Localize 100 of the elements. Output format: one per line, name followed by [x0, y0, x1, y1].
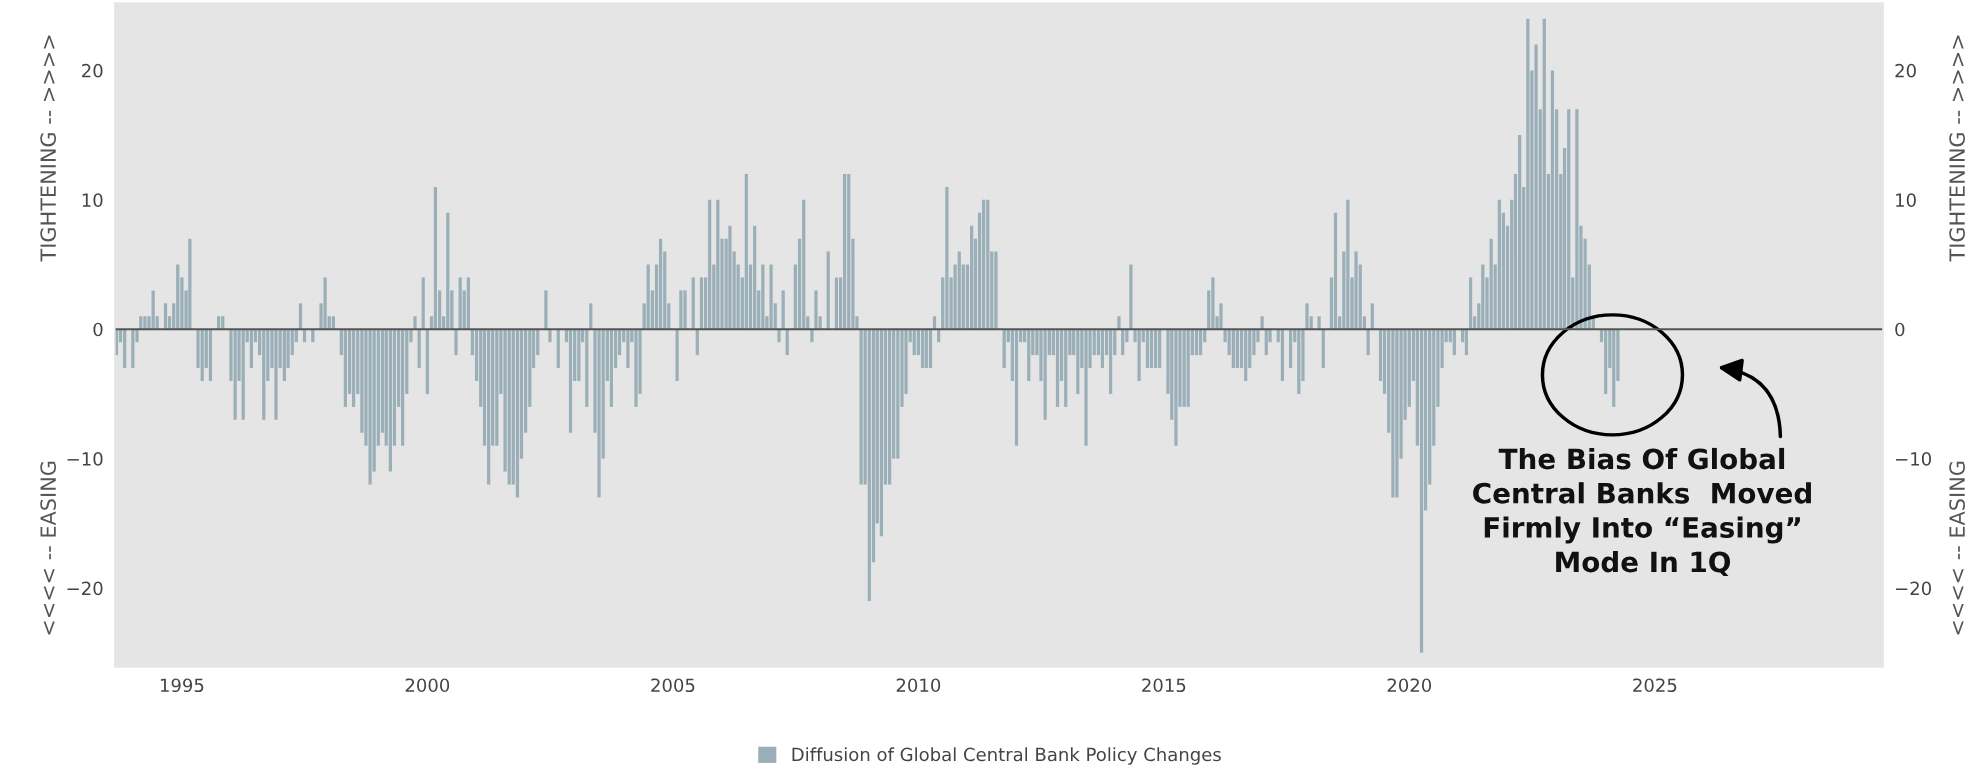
bar [1346, 199, 1350, 330]
bar [568, 329, 573, 433]
bar [1198, 329, 1203, 356]
bar [487, 329, 491, 485]
bar [131, 329, 135, 369]
bar [123, 329, 127, 369]
bar [834, 277, 839, 330]
bar [658, 238, 663, 330]
bar [249, 329, 254, 369]
bar [1489, 238, 1493, 330]
bar [1260, 316, 1264, 330]
bar [458, 277, 462, 330]
bar [151, 290, 155, 330]
bar [1100, 329, 1105, 369]
bar [262, 329, 266, 420]
bar [1333, 212, 1338, 330]
x-tick-label: 2010 [896, 678, 941, 693]
bar [1604, 329, 1608, 394]
y-tick-label: 10 [82, 193, 103, 207]
bar [1305, 303, 1309, 330]
bar [1542, 18, 1546, 330]
bar [802, 199, 806, 330]
bar [176, 264, 180, 330]
bar [769, 264, 773, 330]
bar [1055, 329, 1060, 407]
x-tick-label: 2005 [651, 678, 695, 693]
bar [446, 212, 450, 330]
bar [1231, 329, 1235, 369]
bar [1244, 329, 1248, 381]
bar [188, 238, 192, 330]
bar [679, 290, 683, 330]
bar [1280, 329, 1285, 381]
x-tick-label: 2020 [1387, 678, 1432, 693]
bar [556, 329, 560, 369]
bar [859, 329, 863, 485]
bar [1211, 277, 1215, 330]
bar [691, 277, 695, 330]
x-tick-label: 2025 [1633, 678, 1677, 693]
bar [1497, 199, 1501, 330]
bar [507, 329, 511, 485]
y2-tick-label: 10 [1896, 193, 1916, 207]
bar [1526, 18, 1530, 330]
bar [708, 199, 712, 330]
bar [417, 329, 421, 369]
y-tick-label: 20 [82, 63, 103, 78]
bar [323, 277, 327, 330]
bar [1297, 329, 1301, 394]
bar [597, 329, 601, 498]
bar [466, 277, 470, 330]
bar [716, 199, 720, 330]
x-tick-label: 1995 [160, 678, 204, 693]
bar [163, 303, 168, 330]
bar [143, 316, 147, 330]
bar [1014, 329, 1019, 446]
bar [981, 199, 986, 330]
bar [994, 251, 998, 330]
bar [842, 173, 847, 330]
bar [298, 303, 303, 330]
bar [208, 329, 213, 381]
bar [1464, 329, 1469, 356]
bar [1612, 329, 1616, 407]
bar [1395, 329, 1399, 498]
bar [1264, 329, 1268, 356]
bar [777, 329, 781, 343]
bar [421, 277, 425, 330]
bar [1452, 329, 1456, 356]
bar [1370, 303, 1374, 330]
bar [548, 329, 552, 343]
bar [200, 329, 204, 381]
bar [1235, 329, 1239, 369]
bar [1219, 303, 1223, 330]
bar [826, 251, 830, 330]
bar [1391, 329, 1395, 498]
bar [634, 329, 638, 407]
bar [1137, 329, 1141, 381]
bar [1064, 329, 1068, 407]
bar [1076, 329, 1080, 394]
bar [1194, 329, 1199, 356]
bar [343, 329, 347, 407]
bar [1317, 316, 1321, 330]
bar [888, 329, 892, 485]
bar [970, 225, 974, 330]
bar [413, 316, 417, 330]
bar [1174, 329, 1178, 446]
bar [114, 329, 119, 356]
bar [544, 290, 548, 330]
y2-tick-label: −20 [1896, 581, 1931, 596]
y-tick-label: 0 [93, 322, 103, 337]
bar [1567, 109, 1571, 330]
bar [577, 329, 581, 381]
bar [609, 329, 613, 407]
bar [515, 329, 520, 498]
bar [233, 329, 237, 420]
bar [924, 329, 928, 369]
bar [1149, 329, 1154, 369]
bar [1129, 264, 1133, 330]
bar [1182, 329, 1186, 407]
bar [1468, 277, 1473, 330]
bar [928, 329, 933, 369]
bar [785, 329, 789, 356]
